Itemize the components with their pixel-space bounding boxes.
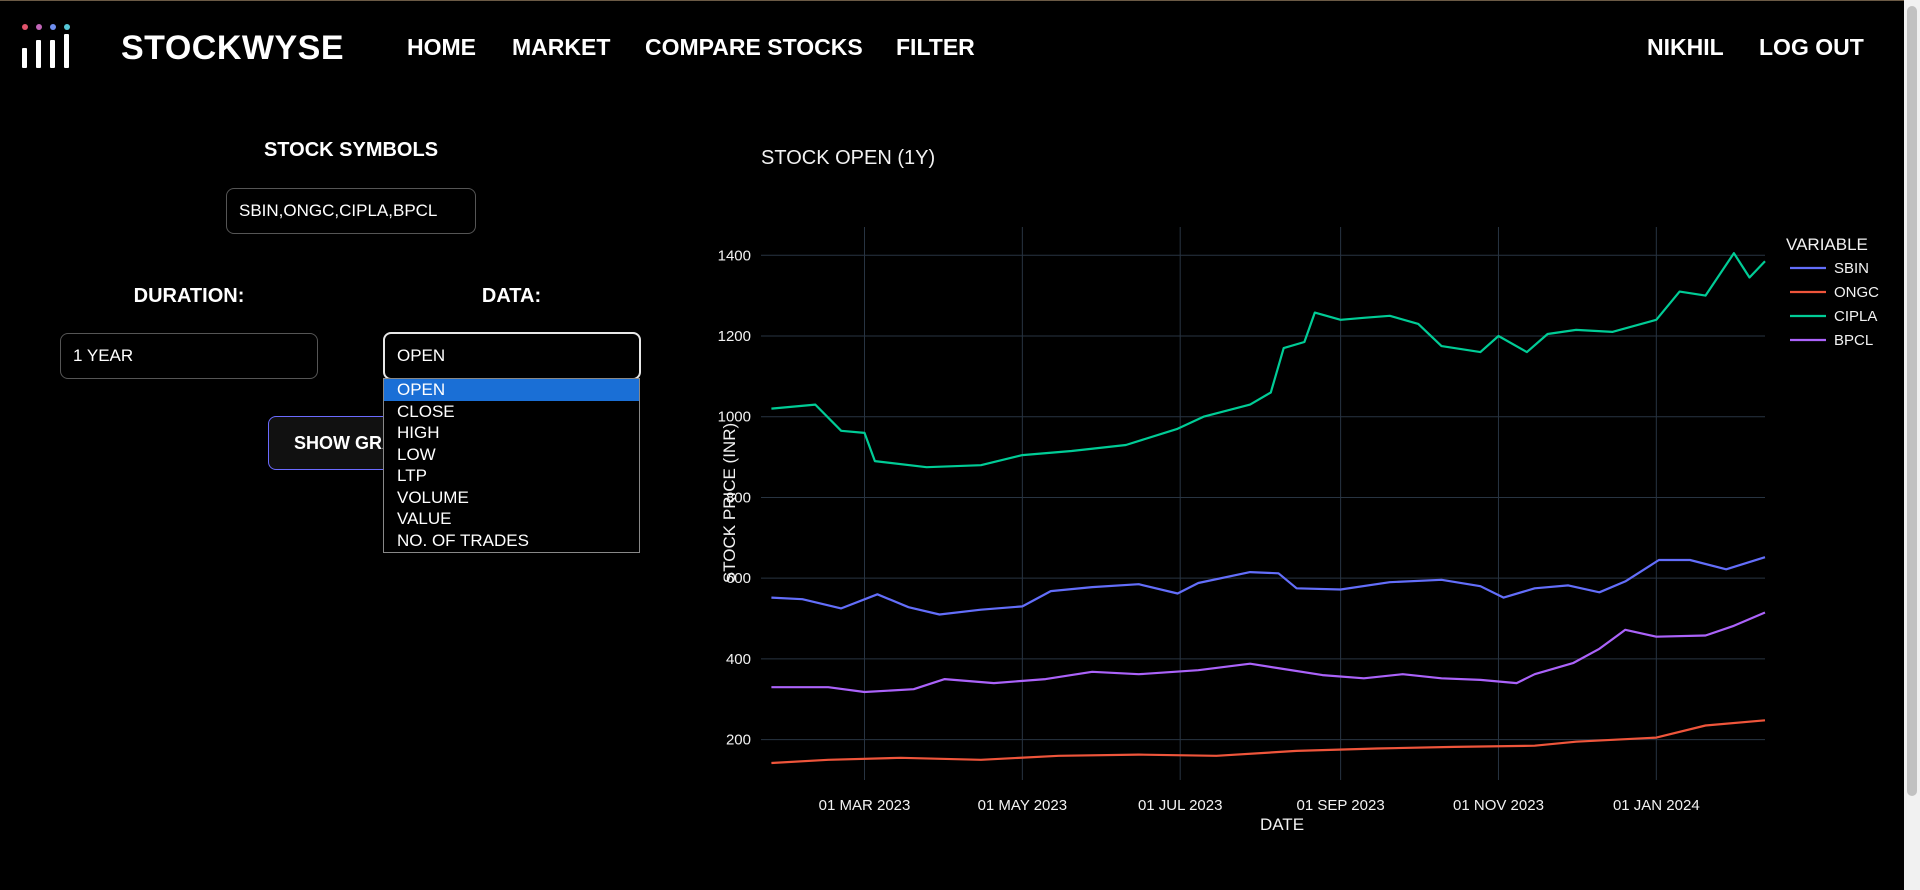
symbols-input[interactable]: SBIN,ONGC,CIPLA,BPCL <box>226 188 476 234</box>
symbols-label: STOCK SYMBOLS <box>263 139 439 161</box>
x-tick-label: 01 MAR 2023 <box>819 797 911 814</box>
series-line-sbin <box>771 556 1766 616</box>
logo-icon[interactable] <box>22 24 72 68</box>
nav-market[interactable]: MARKET <box>512 34 611 60</box>
series-line-bpcl <box>771 611 1766 694</box>
nav-home[interactable]: HOME <box>407 34 476 60</box>
x-tick-label: 01 MAY 2023 <box>978 797 1068 814</box>
data-select[interactable]: OPEN <box>383 332 641 380</box>
x-tick-label: 01 SEP 2023 <box>1297 797 1385 814</box>
logout-button[interactable]: LOG OUT <box>1759 34 1864 60</box>
logo-bar-3 <box>50 40 55 68</box>
y-tick-label: 1400 <box>718 247 751 264</box>
brand-title[interactable]: STOCKWYSE <box>121 29 345 67</box>
dropdown-option[interactable]: CLOSE <box>397 401 455 421</box>
logo-dot-3 <box>50 24 56 30</box>
legend-item-bpcl: BPCL <box>1834 332 1873 349</box>
dropdown-option[interactable]: LTP <box>397 466 427 485</box>
nav-compare-stocks[interactable]: COMPARE STOCKS <box>645 34 863 60</box>
y-axis-ticks: 200 400 600 800 1000 1200 1400 <box>718 247 751 748</box>
x-tick-label: 01 NOV 2023 <box>1453 797 1544 814</box>
legend-item-cipla: CIPLA <box>1834 308 1877 325</box>
nav-user[interactable]: NIKHIL <box>1647 34 1724 60</box>
legend-item-sbin: SBIN <box>1834 260 1869 277</box>
chart-grid <box>761 227 1765 780</box>
logo-bar-2 <box>36 40 41 68</box>
data-dropdown-list[interactable]: OPEN CLOSE HIGH LOW LTP VOLUME VALUE NO. OF TRA… <box>383 378 640 553</box>
logo-dot-1 <box>22 24 28 30</box>
dropdown-option[interactable]: HIGH <box>397 423 440 442</box>
logo-dot-4 <box>64 24 70 30</box>
page-scrollbar[interactable] <box>1904 0 1920 890</box>
x-axis-label: DATE <box>1260 815 1304 834</box>
legend-item-ongc: ONGC <box>1834 284 1879 301</box>
chart-series-lines <box>771 252 1766 765</box>
y-tick-label: 800 <box>726 489 751 506</box>
y-tick-label: 400 <box>726 651 751 668</box>
y-tick-label: 1000 <box>718 409 751 426</box>
dropdown-option[interactable]: VOLUME <box>397 487 469 507</box>
duration-select[interactable]: 1 YEAR <box>60 333 318 379</box>
duration-label: DURATION: <box>133 285 245 307</box>
y-axis-label: STOCK PRICE (INR) <box>720 423 739 583</box>
y-tick-label: 1200 <box>718 328 751 345</box>
series-line-ongc <box>771 719 1766 765</box>
logo-bar-4 <box>64 34 69 68</box>
top-border <box>0 0 1920 1</box>
y-tick-label: 200 <box>726 732 751 749</box>
dropdown-option[interactable]: VALUE <box>397 509 452 528</box>
legend-title: VARIABLE <box>1786 235 1868 254</box>
scrollbar-thumb[interactable] <box>1907 6 1917 796</box>
dropdown-option[interactable]: NO. OF TRADES <box>397 530 529 550</box>
y-tick-label: 600 <box>726 570 751 587</box>
logo-bar-1 <box>22 48 27 68</box>
chart-title: STOCK OPEN (1Y) <box>761 147 935 169</box>
chart-legend[interactable]: VARIABLE SBIN ONGC CIPLA BPCL <box>1786 235 1879 349</box>
stock-line-chart[interactable]: STOCK OPEN (1Y) 200 400 600 800 1000 1200 1400… <box>700 120 1900 840</box>
x-axis-ticks: 01 MAR 2023 01 MAY 2023 01 JUL 2023 01 SEP … <box>819 797 1700 814</box>
dropdown-option[interactable]: LOW <box>397 444 436 464</box>
dropdown-option[interactable]: OPEN <box>384 379 639 401</box>
x-tick-label: 01 JAN 2024 <box>1613 797 1700 814</box>
x-tick-label: 01 JUL 2023 <box>1138 797 1223 814</box>
series-line-cipla <box>771 252 1766 469</box>
logo-dot-2 <box>36 24 42 30</box>
data-label: DATA: <box>481 285 542 307</box>
nav-filter[interactable]: FILTER <box>896 34 975 60</box>
